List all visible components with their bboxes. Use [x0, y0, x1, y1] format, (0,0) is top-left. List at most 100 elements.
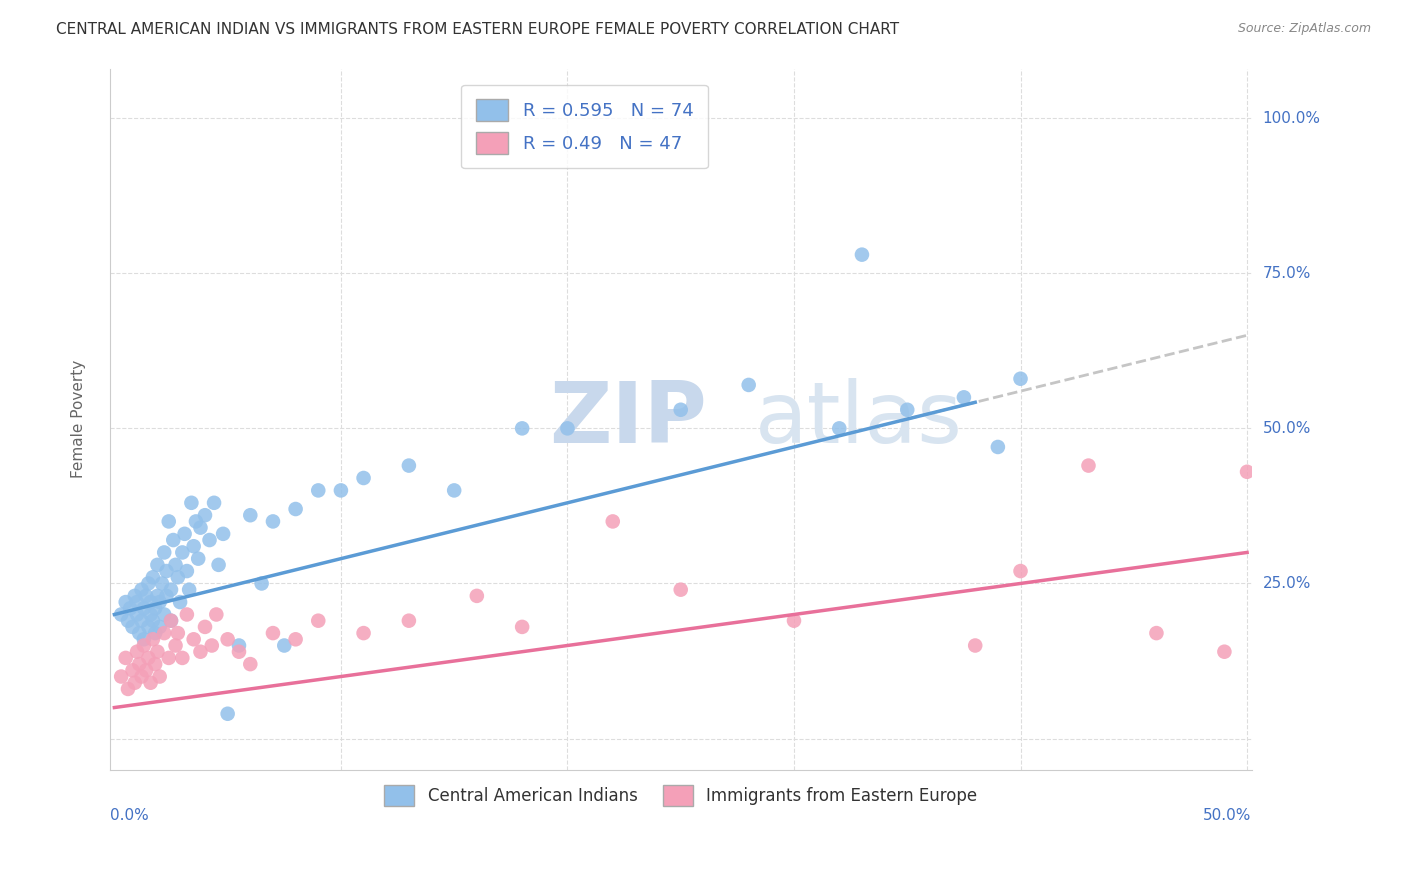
Text: 0.0%: 0.0%	[110, 808, 149, 823]
Point	[239, 657, 262, 672]
Text: 50.0%: 50.0%	[1263, 421, 1310, 436]
Point	[190, 521, 212, 535]
Text: 50.0%: 50.0%	[1204, 808, 1251, 823]
Point	[157, 651, 180, 665]
Text: 100.0%: 100.0%	[1263, 111, 1320, 126]
Point	[131, 669, 153, 683]
Point	[146, 589, 169, 603]
Point	[143, 657, 166, 672]
Point	[228, 639, 250, 653]
Point	[217, 632, 239, 647]
Point	[117, 614, 139, 628]
Point	[194, 620, 217, 634]
Legend: Central American Indians, Immigrants from Eastern Europe: Central American Indians, Immigrants fro…	[375, 777, 986, 814]
Text: 75.0%: 75.0%	[1263, 266, 1310, 281]
Point	[1010, 564, 1032, 578]
Point	[143, 626, 166, 640]
Point	[110, 607, 132, 622]
Point	[202, 496, 225, 510]
Point	[176, 607, 198, 622]
Point	[132, 632, 155, 647]
Point	[117, 681, 139, 696]
Point	[153, 545, 176, 559]
Point	[155, 564, 177, 578]
Point	[239, 508, 262, 523]
Point	[114, 595, 136, 609]
Point	[125, 607, 148, 622]
Point	[353, 471, 375, 485]
Point	[128, 657, 150, 672]
Point	[262, 515, 284, 529]
Point	[212, 526, 235, 541]
Point	[124, 675, 146, 690]
Point	[169, 595, 191, 609]
Text: CENTRAL AMERICAN INDIAN VS IMMIGRANTS FROM EASTERN EUROPE FEMALE POVERTY CORRELA: CENTRAL AMERICAN INDIAN VS IMMIGRANTS FR…	[56, 22, 900, 37]
Point	[207, 558, 229, 572]
Point	[146, 558, 169, 572]
Point	[180, 496, 202, 510]
Point	[250, 576, 273, 591]
Point	[120, 601, 142, 615]
Point	[166, 570, 188, 584]
Point	[149, 669, 172, 683]
Point	[179, 582, 201, 597]
Point	[150, 576, 173, 591]
Point	[783, 614, 806, 628]
Point	[353, 626, 375, 640]
Text: 25.0%: 25.0%	[1263, 576, 1310, 591]
Point	[443, 483, 465, 498]
Point	[205, 607, 228, 622]
Point	[160, 582, 183, 597]
Point	[896, 402, 918, 417]
Point	[160, 614, 183, 628]
Point	[155, 589, 177, 603]
Point	[132, 639, 155, 653]
Point	[157, 515, 180, 529]
Point	[142, 632, 165, 647]
Point	[176, 564, 198, 578]
Point	[135, 663, 157, 677]
Point	[194, 508, 217, 523]
Point	[965, 639, 987, 653]
Point	[138, 576, 160, 591]
Point	[121, 663, 143, 677]
Point	[669, 402, 692, 417]
Point	[165, 639, 187, 653]
Point	[125, 645, 148, 659]
Point	[149, 595, 172, 609]
Point	[153, 626, 176, 640]
Point	[153, 607, 176, 622]
Text: ZIP: ZIP	[550, 377, 707, 460]
Point	[1146, 626, 1168, 640]
Text: Source: ZipAtlas.com: Source: ZipAtlas.com	[1237, 22, 1371, 36]
Point	[132, 601, 155, 615]
Point	[1213, 645, 1236, 659]
Point	[398, 458, 420, 473]
Point	[125, 595, 148, 609]
Point	[602, 515, 624, 529]
Point	[510, 620, 533, 634]
Point	[166, 626, 188, 640]
Point	[172, 651, 194, 665]
Point	[173, 526, 195, 541]
Point	[284, 632, 307, 647]
Point	[165, 558, 187, 572]
Point	[110, 669, 132, 683]
Point	[1077, 458, 1099, 473]
Point	[183, 632, 205, 647]
Point	[138, 620, 160, 634]
Point	[510, 421, 533, 435]
Point	[139, 595, 162, 609]
Point	[198, 533, 221, 547]
Point	[1236, 465, 1258, 479]
Point	[329, 483, 352, 498]
Point	[128, 626, 150, 640]
Point	[828, 421, 851, 435]
Point	[273, 639, 295, 653]
Point	[143, 601, 166, 615]
Point	[124, 589, 146, 603]
Point	[172, 545, 194, 559]
Point	[398, 614, 420, 628]
Point	[737, 378, 759, 392]
Point	[131, 614, 153, 628]
